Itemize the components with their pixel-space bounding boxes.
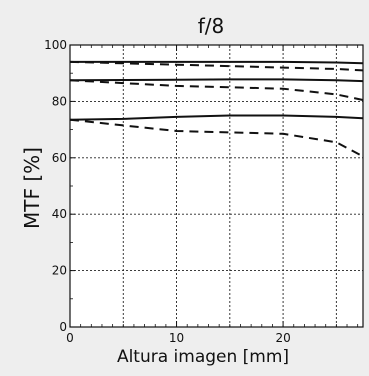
y-tick-label: 0 xyxy=(59,320,67,334)
solid-series-line-5 xyxy=(69,114,364,121)
series-lines xyxy=(69,60,364,158)
grid-lines xyxy=(70,45,363,327)
y-tick-label: 80 xyxy=(52,94,67,108)
x-tick-label: 10 xyxy=(169,331,184,345)
y-tick-label: 20 xyxy=(52,264,67,278)
y-tick-label: 40 xyxy=(52,207,67,221)
solid-series-line-1 xyxy=(70,60,364,65)
dashed-series-line-6 xyxy=(69,118,364,158)
plot-frame xyxy=(69,44,364,328)
chart-title: f/8 xyxy=(198,14,225,38)
y-tick-label: 100 xyxy=(44,38,67,52)
solid-series-line-3 xyxy=(69,78,364,83)
y-tick-label: 60 xyxy=(52,151,67,165)
dashed-series-line-4 xyxy=(69,79,364,101)
dashed-series-line-2 xyxy=(69,60,364,72)
y-axis-label: MTF [%] xyxy=(20,147,44,229)
x-tick-label: 0 xyxy=(66,331,74,345)
plot-area xyxy=(70,45,363,327)
x-axis-label: Altura imagen [mm] xyxy=(117,347,289,367)
x-tick-label: 20 xyxy=(275,331,290,345)
